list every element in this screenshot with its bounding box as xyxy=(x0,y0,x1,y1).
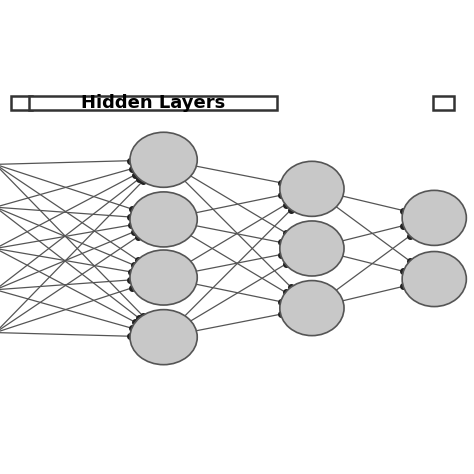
Bar xyxy=(433,96,454,110)
Ellipse shape xyxy=(280,281,344,336)
Ellipse shape xyxy=(402,252,466,307)
Ellipse shape xyxy=(130,250,197,305)
Ellipse shape xyxy=(130,192,197,247)
Ellipse shape xyxy=(402,191,466,246)
Ellipse shape xyxy=(280,221,344,276)
Bar xyxy=(29,96,277,110)
Ellipse shape xyxy=(280,161,344,216)
Ellipse shape xyxy=(130,310,197,365)
Ellipse shape xyxy=(130,132,197,187)
Text: Hidden Layers: Hidden Layers xyxy=(81,94,225,112)
Bar xyxy=(11,96,32,110)
